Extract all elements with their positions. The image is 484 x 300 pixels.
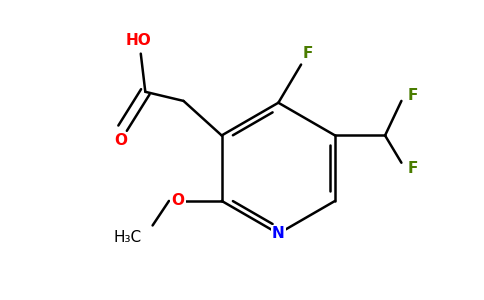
Text: O: O <box>114 134 127 148</box>
Text: H₃C: H₃C <box>113 230 141 245</box>
Text: F: F <box>302 46 313 61</box>
Text: N: N <box>272 226 285 241</box>
Text: F: F <box>408 88 419 103</box>
Text: O: O <box>171 194 184 208</box>
Text: F: F <box>408 161 419 176</box>
Text: HO: HO <box>126 33 152 48</box>
